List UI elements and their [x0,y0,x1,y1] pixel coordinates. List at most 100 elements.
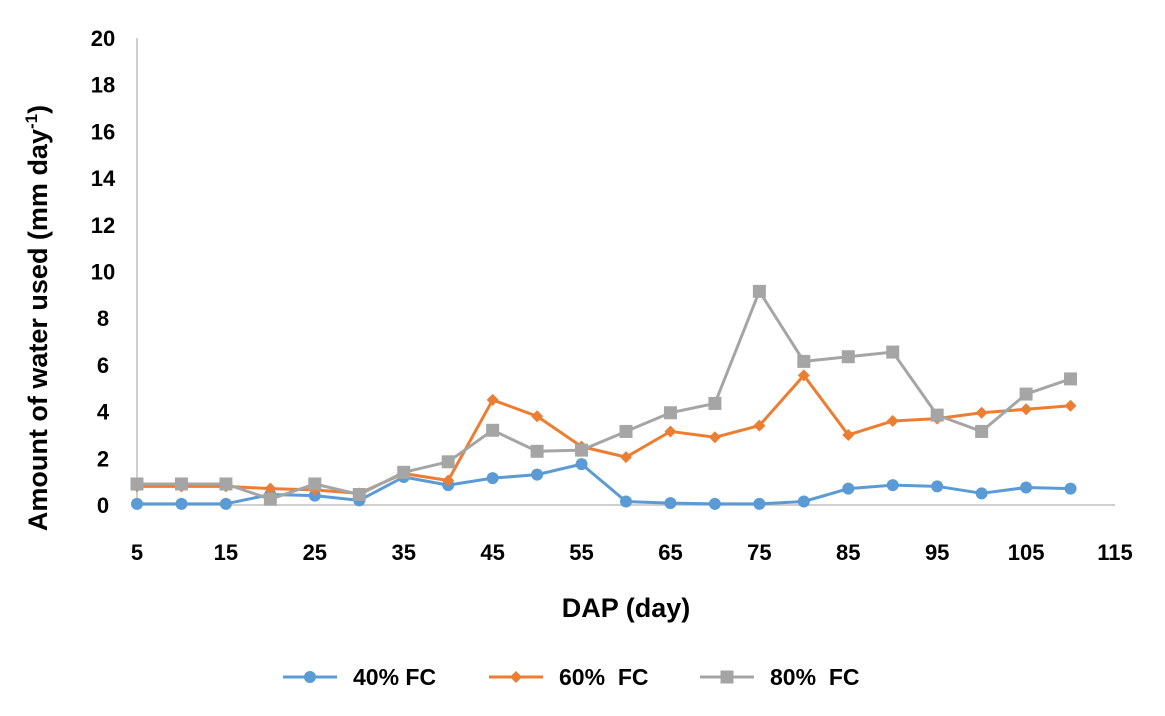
data-point [441,455,455,469]
series-line [137,373,1071,495]
data-point [797,495,810,508]
series-line [137,462,1071,506]
legend-label: 40% FC [353,664,436,690]
y-tick-label: 12 [91,213,115,238]
data-point [530,444,544,458]
data-point [352,487,366,501]
x-axis-title: DAP (day) [562,593,691,623]
legend-item: 40% FC [283,664,436,690]
data-point [619,424,633,438]
data-point [263,492,277,506]
x-tick-label: 65 [658,540,682,565]
y-axis-title-main: Amount of water used (mm day [23,129,53,531]
data-point [174,477,188,491]
data-point [1020,403,1033,416]
x-tick-labels: 5 15 25 35 45 55 65 75 85 95 105 115 [131,540,1133,565]
data-point [975,406,988,419]
x-tick-label: 55 [569,540,593,565]
series-line [137,289,1072,501]
y-tick-label: 0 [97,493,109,518]
data-point [664,497,677,510]
data-point [842,482,855,495]
y-tick-label: 18 [91,73,115,98]
data-point [975,424,989,438]
data-point [842,428,855,441]
series-2 [131,369,1077,500]
data-point [1064,399,1077,412]
y-axis-title-superscript: -1 [22,114,41,129]
data-point [1064,372,1078,386]
data-point [663,406,677,420]
data-point [1020,481,1033,494]
data-point [886,414,899,427]
data-point [841,350,855,364]
data-point [1019,387,1033,401]
data-point [531,410,544,423]
data-point [664,425,677,438]
y-tick-label: 8 [97,306,109,331]
y-tick-label: 16 [91,119,115,144]
data-point [130,477,144,491]
y-tick-label: 10 [91,260,115,285]
legend: 40% FC 60% FC 80% FC [283,664,859,690]
data-point [708,431,721,444]
series-3 [130,284,1078,506]
legend-item: 80% FC [700,664,859,690]
data-point [931,480,944,493]
y-axis-title-end: ) [23,105,53,114]
x-tick-label: 15 [214,540,238,565]
data-point [486,472,499,485]
data-point [575,458,588,471]
legend-marker [304,671,316,683]
legend-marker [510,671,522,683]
y-axis-title: Amount of water used (mm day-1) [22,105,53,531]
data-point [308,477,322,491]
y-tick-labels: 0 2 4 6 8 10 12 14 16 18 20 [91,26,116,518]
data-point [930,408,944,422]
y-tick-label: 14 [91,166,116,191]
x-tick-label: 25 [303,540,327,565]
x-tick-label: 45 [480,540,504,565]
x-tick-label: 75 [747,540,771,565]
data-point [486,423,500,437]
data-point [131,497,143,510]
data-point [797,354,811,368]
legend-marker [720,670,734,684]
data-point [620,495,632,508]
y-tick-label: 2 [97,446,109,471]
x-tick-label: 85 [836,540,860,565]
y-tick-label: 4 [97,400,110,425]
y-tick-label: 20 [91,26,115,51]
x-tick-label: 115 [1097,540,1133,565]
data-point [442,474,455,487]
data-point [753,419,766,432]
data-point [486,393,499,406]
x-tick-label: 95 [925,540,949,565]
data-point [752,284,766,298]
legend-item: 60% FC [489,664,648,690]
data-point [219,477,233,491]
data-point [753,497,766,510]
series-layer [130,284,1078,510]
data-point [1064,482,1077,495]
data-point [797,369,810,382]
x-tick-label: 105 [1008,540,1045,565]
data-point [397,465,411,479]
data-point [886,479,899,492]
data-point [975,487,988,500]
data-point [575,443,589,457]
data-point [531,468,544,481]
legend-label: 60% FC [559,664,648,690]
data-point [219,497,232,510]
data-point [620,451,632,464]
x-tick-label: 5 [131,540,143,565]
data-point [264,482,277,495]
data-point [886,345,900,359]
data-point [708,396,722,410]
x-tick-label: 35 [391,540,415,565]
data-point [175,497,188,510]
data-point [708,497,721,510]
legend-label: 80% FC [770,664,859,690]
